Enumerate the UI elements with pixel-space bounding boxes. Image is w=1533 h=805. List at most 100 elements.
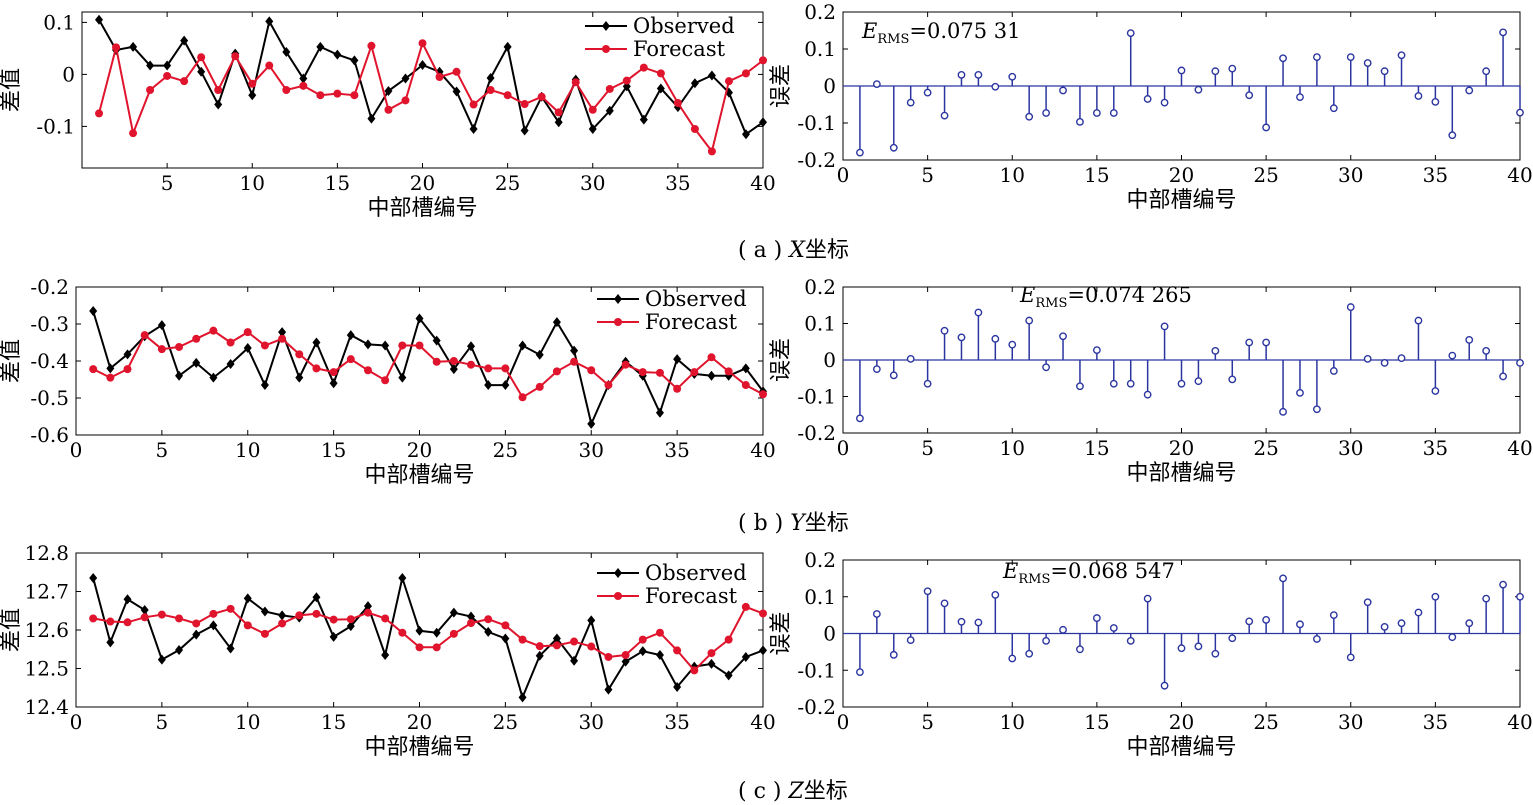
observed-point [639, 114, 648, 125]
forecast-point [163, 71, 172, 80]
stem-marker [1076, 645, 1084, 654]
observed-point [381, 340, 390, 351]
x-tick-label: 40 [1507, 710, 1532, 734]
stem-marker [1160, 98, 1169, 107]
forecast-point [655, 628, 664, 637]
stem-marker [1414, 316, 1423, 325]
stem-marker [1448, 351, 1457, 360]
observed-point [707, 70, 716, 81]
stem-marker [1126, 636, 1135, 645]
forecast-point [243, 328, 252, 337]
stem-marker [1194, 377, 1203, 386]
forecast-point [432, 357, 441, 366]
x-tick-label: 0 [837, 710, 850, 734]
y-axis-label: 误差 [769, 338, 794, 382]
stem-marker [1262, 338, 1271, 347]
x-tick-label: 10 [240, 171, 265, 195]
observed-point [329, 378, 338, 389]
observed-point [503, 41, 512, 52]
y-tick-label: 12.5 [24, 657, 69, 681]
observed-point [741, 651, 750, 662]
y-tick-label: -0.6 [30, 423, 69, 447]
stem-marker [906, 355, 915, 363]
stem-marker [1211, 649, 1220, 658]
stem-marker [1126, 379, 1135, 388]
x-tick-label: 40 [750, 171, 775, 195]
x-axis-label: 中部槽编号 [364, 463, 474, 488]
observed-point [638, 646, 647, 657]
observed-point [432, 335, 441, 346]
caption-c-prefix: ( c ) [738, 779, 789, 804]
rms-annotation: ERMS=0.068 547 [1002, 559, 1175, 587]
stem-marker [906, 636, 915, 645]
x-tick-label: 5 [921, 163, 934, 187]
observed-point [265, 16, 274, 27]
caption-a: ( a ) X坐标 [738, 232, 849, 264]
caption-b: ( b ) Y坐标 [738, 505, 849, 537]
observed-point [655, 650, 664, 661]
y-tick-label: -0.4 [30, 349, 69, 373]
x-tick-label: 25 [493, 438, 518, 462]
observed-point [175, 645, 184, 656]
observed-point [243, 593, 252, 604]
x-tick-label: 15 [321, 438, 346, 462]
observed-point [759, 645, 767, 656]
rms-symbol: E [1002, 559, 1018, 583]
observed-point [214, 99, 223, 110]
stem-marker [957, 71, 966, 79]
stem-marker [1042, 636, 1051, 645]
stem-marker [1516, 359, 1524, 367]
observed-point [741, 129, 750, 140]
forecast-point [260, 341, 269, 350]
x-tick-label: 25 [495, 171, 520, 195]
observed-point [350, 55, 359, 66]
stem-marker [1313, 405, 1321, 414]
stem-marker [1059, 332, 1067, 341]
y-tick-label: 0.2 [804, 0, 836, 24]
y-tick-label: -0.1 [797, 658, 836, 682]
stem-marker [1177, 379, 1186, 388]
forecast-point [639, 63, 648, 72]
observed-point [140, 604, 149, 615]
x-tick-label: 5 [921, 710, 934, 734]
stem-marker [1160, 681, 1169, 690]
legend-marker [602, 21, 610, 31]
x-tick-label: 40 [750, 438, 775, 462]
forecast-point [621, 651, 630, 660]
legend-label-forecast: Forecast [645, 310, 738, 334]
stem-marker [1059, 86, 1067, 95]
x-tick-label: 25 [1253, 163, 1278, 187]
forecast-point [435, 73, 444, 81]
observed-point [163, 60, 172, 71]
forecast-point [622, 76, 631, 85]
observed-point [554, 117, 563, 128]
observed-point [588, 124, 597, 134]
rms-value: =0.074 265 [1067, 283, 1191, 307]
stem-marker [1262, 123, 1271, 132]
observed-point [452, 86, 461, 97]
stem-marker [1042, 363, 1051, 372]
stem-marker [991, 591, 1000, 599]
observed-point [587, 615, 596, 626]
stem-marker [1448, 131, 1457, 140]
forecast-point [95, 109, 104, 118]
x-tick-label: 15 [1084, 163, 1109, 187]
forecast-point [655, 368, 664, 377]
forecast-point [673, 646, 682, 655]
forecast-point [741, 69, 750, 78]
stem-marker [1380, 67, 1389, 76]
caption-b-axis: Y [790, 511, 805, 536]
forecast-point [260, 629, 269, 638]
forecast-point [537, 92, 546, 101]
observed-point [260, 380, 269, 391]
observed-point [89, 573, 98, 584]
chart-b-right: 0 5 10 15 20 25 30 35 40 0.2 0.1 0 -0.1 -0.2 中部槽编号 误差 ER… [769, 275, 1533, 486]
stem-marker [1279, 574, 1287, 583]
stem-marker [1042, 109, 1051, 117]
observed-point [363, 339, 372, 350]
x-tick-label: 30 [1338, 710, 1363, 734]
stem-marker [856, 668, 864, 676]
observed-point [535, 349, 544, 360]
forecast-point [197, 53, 206, 62]
observed-point [604, 684, 613, 695]
